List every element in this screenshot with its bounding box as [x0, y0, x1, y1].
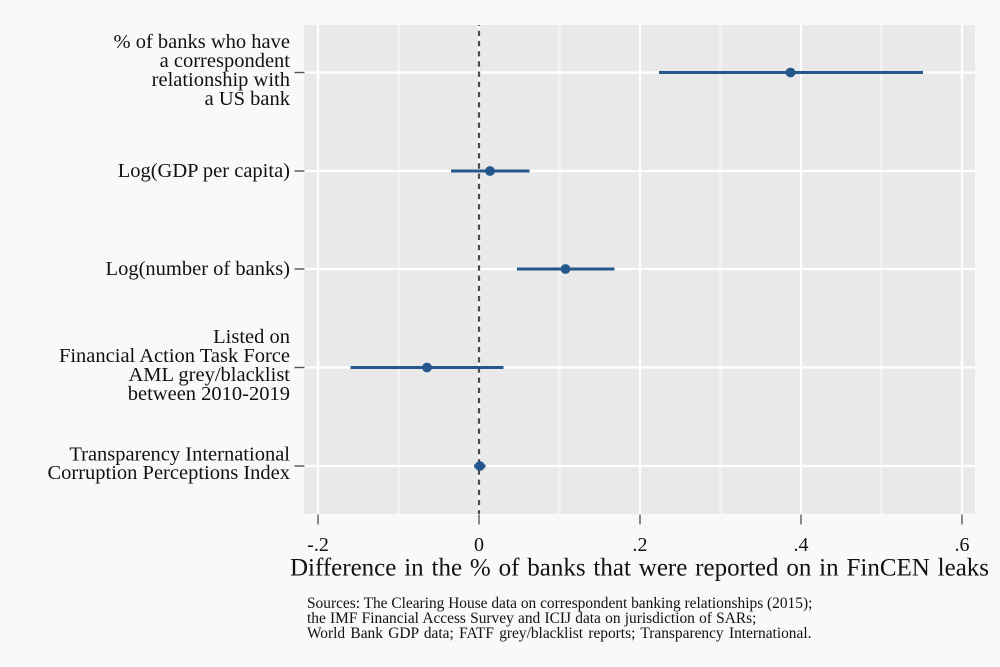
- svg-text:between 2010-2019: between 2010-2019: [128, 383, 290, 405]
- svg-text:.6: .6: [955, 534, 970, 556]
- svg-text:Financial Action Task Force: Financial Action Task Force: [59, 345, 290, 367]
- svg-text:Sources: The Clearing House da: Sources: The Clearing House data on corr…: [307, 595, 812, 612]
- svg-text:Difference in the % of banks t: Difference in the % of banks that were r…: [290, 555, 989, 582]
- svg-text:AML grey/blacklist: AML grey/blacklist: [129, 364, 291, 386]
- svg-text:.2: .2: [633, 534, 648, 556]
- svg-text:World Bank GDP data; FATF grey: World Bank GDP data; FATF grey/blacklist…: [307, 625, 811, 642]
- svg-text:Log(GDP per capita): Log(GDP per capita): [118, 160, 290, 182]
- svg-text:a US bank: a US bank: [205, 88, 291, 110]
- svg-text:0: 0: [474, 534, 484, 556]
- svg-text:relationship with: relationship with: [152, 69, 290, 91]
- svg-text:Log(number of banks): Log(number of banks): [106, 258, 290, 280]
- svg-text:-.2: -.2: [307, 534, 329, 556]
- svg-text:the IMF Financial Access Surve: the IMF Financial Access Survey and ICIJ…: [307, 610, 756, 627]
- svg-text:Corruption Perceptions Index: Corruption Perceptions Index: [47, 462, 290, 484]
- svg-text:Listed on: Listed on: [213, 326, 290, 348]
- svg-text:Transparency International: Transparency International: [69, 443, 290, 465]
- svg-text:% of banks who have: % of banks who have: [114, 31, 290, 53]
- svg-text:a correspondent: a correspondent: [160, 50, 291, 72]
- svg-text:.4: .4: [794, 534, 809, 556]
